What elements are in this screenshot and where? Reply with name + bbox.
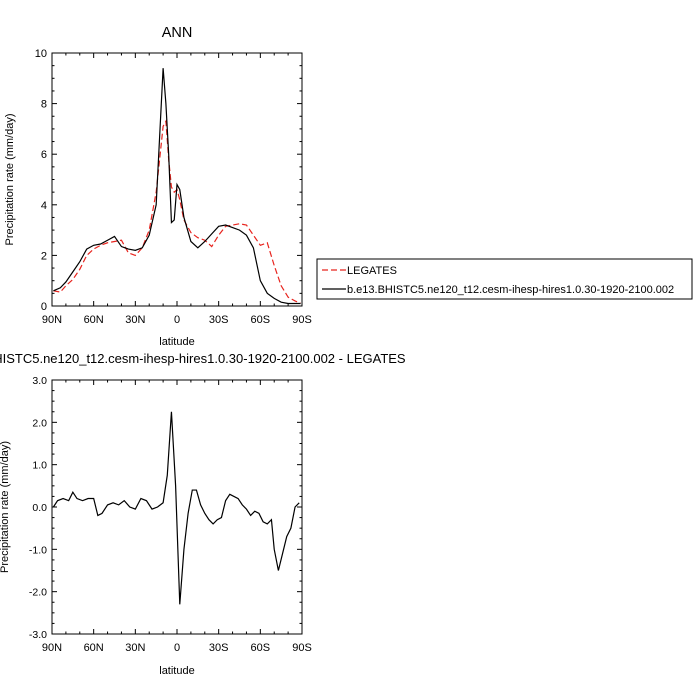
y-tick-label: 6 [41,149,47,161]
y-tick-label: -1.0 [29,544,47,556]
series-line-1 [53,68,301,305]
y-tick-label: 8 [41,99,47,111]
x-axis-label: latitude [159,665,194,677]
legend-label-legates: LEGATES [347,265,397,277]
x-tick-label: 90S [292,642,312,654]
y-axis-ticks: -3.0 -2.0 -1.0 0.0 1.0 2.0 3.0 [29,375,302,641]
y-tick-label: 0.0 [32,502,47,514]
chart-title: ANN [162,25,193,41]
x-tick-label: 30S [209,314,229,326]
y-tick-label: 2.0 [32,417,47,429]
x-axis-label: latitude [159,336,194,348]
x-tick-label: 90N [42,314,62,326]
y-tick-label: 0 [41,301,47,313]
x-tick-label: 0 [174,642,180,654]
plot-frame [51,379,303,635]
x-tick-label: 0 [174,314,180,326]
x-tick-label: 30N [125,642,145,654]
y-tick-label: -3.0 [29,629,47,641]
y-axis-ticks: 0 2 4 6 8 10 [35,48,302,313]
series-lines [53,68,301,305]
x-tick-label: 30N [125,314,145,326]
y-tick-label: 2 [41,250,47,262]
x-tick-label: 90S [292,314,312,326]
y-tick-label: 4 [41,200,47,212]
x-axis-ticks: 90N 60N 30N 0 30S 60S 90S [42,380,312,654]
y-tick-label: -2.0 [29,587,47,599]
series-lines [52,411,300,605]
y-tick-label: 10 [35,48,47,60]
annual-precipitation-chart: ANN 0 2 4 6 8 10 90N 60N 30N 0 30S 60S 90S latitude… [4,25,693,348]
y-axis-label: Precipitation rate (mm/day) [4,113,16,245]
x-tick-label: 60S [251,642,271,654]
series-line-0 [53,119,301,305]
plot-frame [51,52,303,307]
y-axis-label: Precipitation rate (mm/day) [0,441,11,573]
x-tick-label: 60N [84,314,104,326]
legend: LEGATES b.e13.BHISTC5.ne120_t12.cesm-ihe… [316,258,693,300]
difference-chart: b.e13.BHISTC5.ne120_t12.cesm-ihesp-hires… [0,351,406,677]
x-tick-label: 60N [84,642,104,654]
legend-box [316,258,693,300]
legend-label-model: b.e13.BHISTC5.ne120_t12.cesm-ihesp-hires… [347,284,674,296]
x-tick-label: 90N [42,642,62,654]
y-tick-label: 3.0 [32,375,47,387]
chart-title: b.e13.BHISTC5.ne120_t12.cesm-ihesp-hires… [0,351,406,366]
series-line-0 [52,411,300,605]
y-tick-label: 1.0 [32,460,47,472]
x-axis-ticks: 90N 60N 30N 0 30S 60S 90S [42,53,312,326]
x-tick-label: 30S [209,642,229,654]
x-tick-label: 60S [251,314,271,326]
